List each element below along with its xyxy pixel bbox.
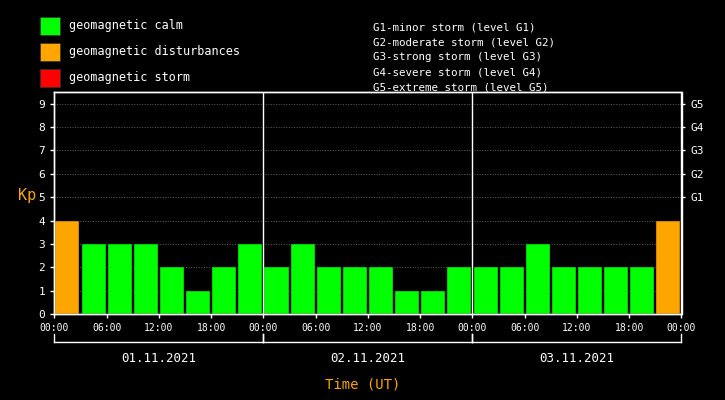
- Bar: [212, 267, 236, 314]
- Text: G1-minor storm (level G1): G1-minor storm (level G1): [373, 22, 536, 32]
- Bar: [447, 267, 471, 314]
- Text: geomagnetic storm: geomagnetic storm: [69, 72, 190, 84]
- Bar: [656, 220, 681, 314]
- Bar: [317, 267, 341, 314]
- Bar: [473, 267, 497, 314]
- Text: G5-extreme storm (level G5): G5-extreme storm (level G5): [373, 83, 549, 93]
- Bar: [186, 291, 210, 314]
- Text: G2-moderate storm (level G2): G2-moderate storm (level G2): [373, 37, 555, 47]
- Bar: [108, 244, 132, 314]
- Bar: [630, 267, 655, 314]
- Text: geomagnetic calm: geomagnetic calm: [69, 20, 183, 32]
- Bar: [552, 267, 576, 314]
- Bar: [369, 267, 393, 314]
- Bar: [239, 244, 262, 314]
- Bar: [160, 267, 184, 314]
- Text: G4-severe storm (level G4): G4-severe storm (level G4): [373, 68, 542, 78]
- Bar: [578, 267, 602, 314]
- Text: 02.11.2021: 02.11.2021: [331, 352, 405, 364]
- Bar: [526, 244, 550, 314]
- Text: Time (UT): Time (UT): [325, 378, 400, 392]
- Text: geomagnetic disturbances: geomagnetic disturbances: [69, 46, 240, 58]
- Text: G3-strong storm (level G3): G3-strong storm (level G3): [373, 52, 542, 62]
- Bar: [265, 267, 289, 314]
- Y-axis label: Kp: Kp: [18, 188, 36, 203]
- Text: 01.11.2021: 01.11.2021: [121, 352, 196, 364]
- Bar: [604, 267, 628, 314]
- Bar: [55, 220, 80, 314]
- Bar: [421, 291, 445, 314]
- Bar: [291, 244, 315, 314]
- Text: 03.11.2021: 03.11.2021: [539, 352, 615, 364]
- Bar: [343, 267, 367, 314]
- Bar: [81, 244, 106, 314]
- Bar: [395, 291, 419, 314]
- Bar: [500, 267, 523, 314]
- Bar: [134, 244, 158, 314]
